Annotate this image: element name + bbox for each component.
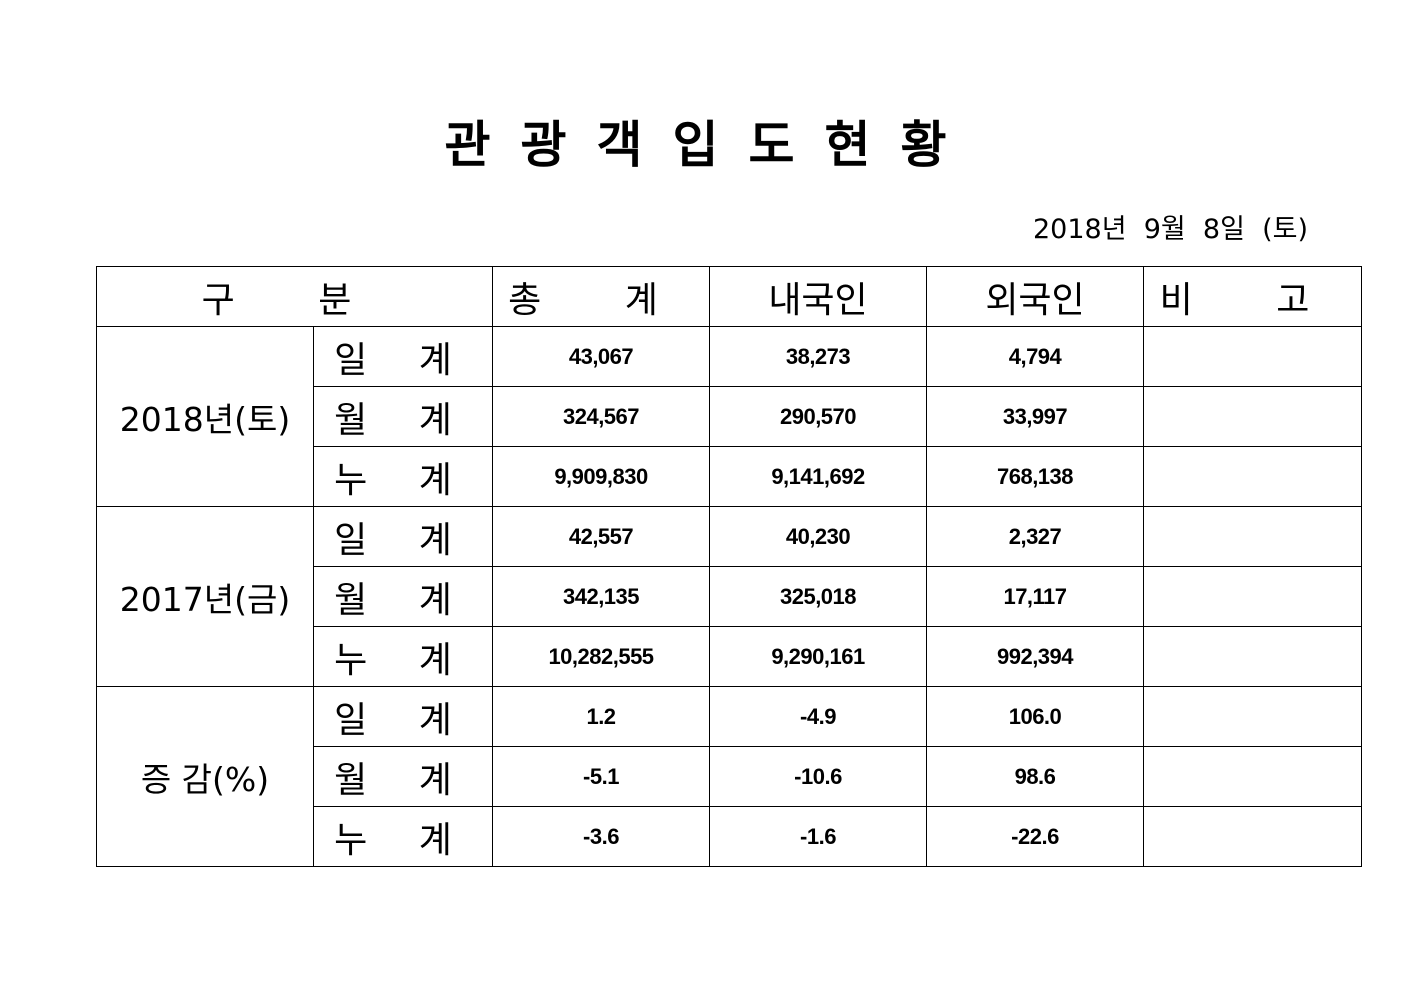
- cell-foreign: 4,794: [926, 326, 1144, 387]
- header-total: 총 계: [492, 266, 710, 327]
- cell-foreign: 992,394: [926, 626, 1144, 687]
- row-label: 월 계: [313, 566, 493, 627]
- table-row: 누 계 -3.6 -1.6 -22.6: [97, 806, 1362, 867]
- row-label: 일 계: [313, 326, 493, 387]
- row-label: 누 계: [313, 626, 493, 687]
- report-date: 2018년 9월 8일 (토): [1033, 214, 1308, 245]
- cell-domestic: -10.6: [709, 746, 927, 807]
- table-row: 2017년(금) 일 계 42,557 40,230 2,327: [96, 506, 1362, 687]
- cell-foreign: 768,138: [926, 446, 1144, 507]
- cell-remarks: [1143, 326, 1362, 387]
- table-row: 누 계 9,909,830 9,141,692 768,138: [97, 446, 1362, 507]
- header-domestic: 내국인: [709, 266, 927, 327]
- cell-total: 10,282,555: [492, 626, 710, 687]
- cell-foreign: 33,997: [926, 386, 1144, 447]
- cell-domestic: 38,273: [709, 326, 927, 387]
- cell-domestic: 9,290,161: [709, 626, 927, 687]
- cell-foreign: 17,117: [926, 566, 1144, 627]
- cell-remarks: [1143, 566, 1362, 627]
- row-label: 누 계: [313, 446, 493, 507]
- group-label-2018: 2018년(토): [96, 326, 314, 507]
- table-row: 누 계 10,282,555 9,290,161 992,394: [97, 626, 1362, 687]
- table-row: 월 계 -5.1 -10.6 98.6: [97, 746, 1362, 807]
- row-label: 일 계: [313, 686, 493, 747]
- cell-remarks: [1143, 746, 1362, 807]
- cell-total: 342,135: [492, 566, 710, 627]
- cell-total: 43,067: [492, 326, 710, 387]
- cell-foreign: 98.6: [926, 746, 1144, 807]
- row-label: 누 계: [313, 806, 493, 867]
- cell-remarks: [1143, 806, 1362, 867]
- cell-total: 42,557: [492, 506, 710, 567]
- cell-total: -3.6: [492, 806, 710, 867]
- row-label: 일 계: [313, 506, 493, 567]
- header-row: 구 분 총 계 내국인 외국인 비 고: [96, 266, 1362, 327]
- group-label-2017: 2017년(금): [96, 506, 314, 687]
- cell-total: 9,909,830: [492, 446, 710, 507]
- cell-domestic: 325,018: [709, 566, 927, 627]
- table-row: 증 감(%) 일 계 1.2 -4.9 106.0: [96, 686, 1362, 867]
- cell-total: -5.1: [492, 746, 710, 807]
- row-label: 월 계: [313, 746, 493, 807]
- group-label-change: 증 감(%): [96, 686, 314, 867]
- cell-remarks: [1143, 506, 1362, 567]
- header-remarks: 비 고: [1143, 266, 1362, 327]
- header-category: 구 분: [96, 266, 493, 327]
- cell-total: 1.2: [492, 686, 710, 747]
- cell-domestic: 9,141,692: [709, 446, 927, 507]
- cell-domestic: 290,570: [709, 386, 927, 447]
- cell-domestic: 40,230: [709, 506, 927, 567]
- cell-domestic: -1.6: [709, 806, 927, 867]
- tourist-arrivals-table: 구 분 총 계 내국인 외국인 비 고 2018년(토) 일 계 43,067 …: [96, 266, 1362, 867]
- cell-foreign: 106.0: [926, 686, 1144, 747]
- page-title: 관광객입도현황: [444, 116, 977, 174]
- cell-remarks: [1143, 446, 1362, 507]
- cell-remarks: [1143, 386, 1362, 447]
- cell-foreign: 2,327: [926, 506, 1144, 567]
- cell-domestic: -4.9: [709, 686, 927, 747]
- row-label: 월 계: [313, 386, 493, 447]
- cell-remarks: [1143, 686, 1362, 747]
- table-row: 2018년(토) 일 계 43,067 38,273 4,794: [96, 326, 1362, 507]
- cell-remarks: [1143, 626, 1362, 687]
- cell-total: 324,567: [492, 386, 710, 447]
- table-row: 월 계 342,135 325,018 17,117: [97, 566, 1362, 627]
- header-foreign: 외국인: [926, 266, 1144, 327]
- cell-foreign: -22.6: [926, 806, 1144, 867]
